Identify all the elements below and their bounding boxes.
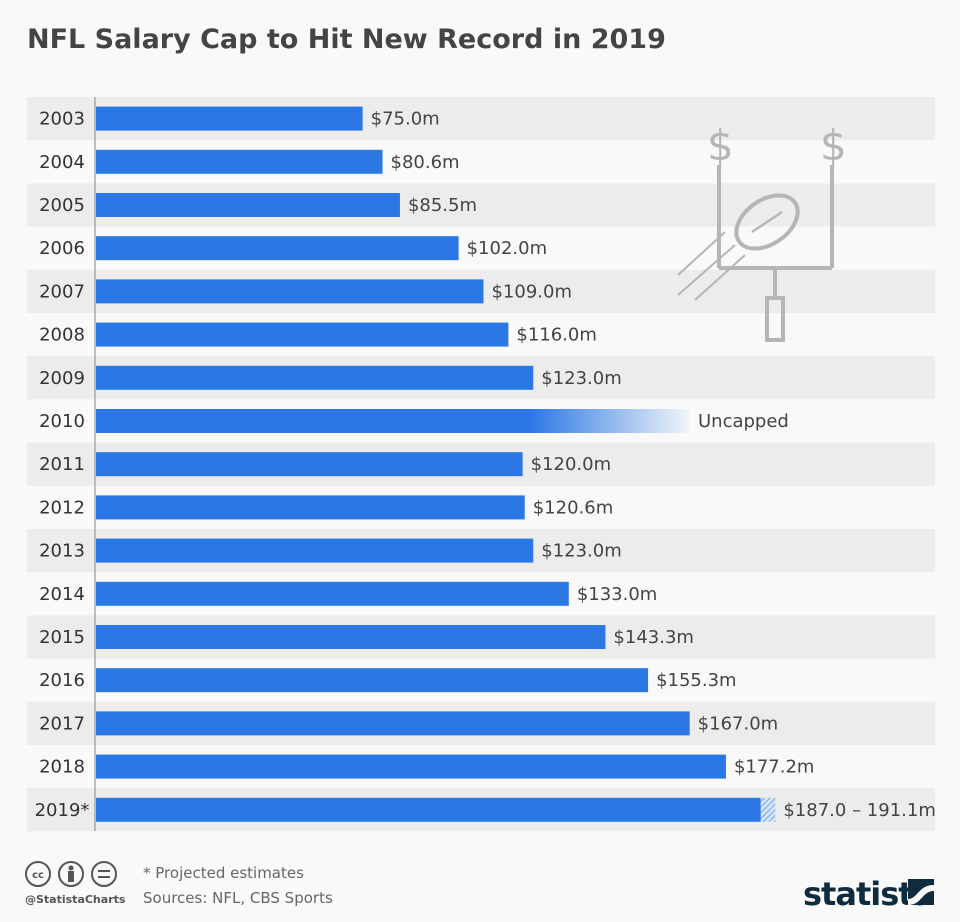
bar (96, 365, 534, 390)
data-label: $133.0m (577, 584, 658, 605)
data-label: $123.0m (541, 541, 622, 562)
category-label: 2006 (39, 238, 85, 259)
bar (96, 538, 534, 563)
svg-text:$: $ (707, 121, 734, 170)
category-label: 2017 (39, 713, 85, 734)
data-label: $116.0m (516, 325, 597, 346)
svg-text:cc: cc (32, 870, 44, 881)
cc-license-icons: cc (25, 861, 117, 887)
data-label: $120.0m (531, 454, 612, 475)
bar (96, 711, 690, 736)
bar (96, 754, 726, 779)
data-label: $177.2m (734, 757, 815, 778)
data-label: $75.0m (371, 109, 440, 130)
bar (96, 149, 383, 174)
category-label: 2015 (39, 627, 85, 648)
football-goalpost-icon: $ $ (677, 121, 847, 342)
data-label: Uncapped (698, 411, 789, 432)
bar (96, 581, 569, 606)
social-handle: @StatistaCharts (25, 893, 126, 906)
attribution-icon (58, 861, 84, 887)
range-bar (760, 797, 776, 822)
creative-commons-icon (25, 861, 51, 887)
no-derivatives-icon (91, 861, 117, 887)
category-label: 2019* (35, 800, 90, 821)
data-label: $102.0m (467, 238, 548, 259)
data-label: $143.3m (613, 627, 694, 648)
data-label: $167.0m (698, 713, 779, 734)
category-label: 2012 (39, 497, 85, 518)
category-label: 2003 (39, 109, 85, 130)
data-label: $85.5m (408, 195, 477, 216)
source-link[interactable]: Sources: NFL, CBS Sports (143, 889, 333, 907)
bar (96, 409, 690, 433)
bar (96, 668, 649, 693)
bar (96, 106, 363, 131)
bar (96, 193, 400, 217)
category-label: 2013 (39, 541, 85, 562)
category-label: 2004 (39, 152, 85, 173)
bar (96, 452, 523, 477)
bar (96, 625, 606, 649)
data-label: $120.6m (533, 497, 614, 518)
data-label: $80.6m (391, 152, 460, 173)
category-label: 2018 (39, 757, 85, 778)
data-label: $109.0m (491, 281, 572, 302)
data-label: $187.0 – 191.1m (783, 800, 936, 821)
data-label: $123.0m (541, 368, 622, 389)
data-label: $155.3m (656, 670, 737, 691)
category-label: 2010 (39, 411, 85, 432)
footnote: * Projected estimates (143, 864, 304, 882)
category-label: 2014 (39, 584, 85, 605)
svg-text:$: $ (820, 121, 847, 170)
chart-title: NFL Salary Cap to Hit New Record in 2019 (27, 24, 666, 55)
bar-chart: 2003 $75.0m 2004 $80.6m 2005 $85.5m 2006 $102.0… (27, 97, 936, 832)
bar (96, 236, 459, 261)
category-label: 2016 (39, 670, 85, 691)
category-label: 2005 (39, 195, 85, 216)
bar (96, 322, 509, 347)
category-label: 2009 (39, 368, 85, 389)
bar (96, 797, 761, 822)
bar (96, 495, 525, 520)
category-label: 2008 (39, 325, 85, 346)
bar (96, 279, 484, 304)
category-label: 2007 (39, 281, 85, 302)
category-label: 2011 (39, 454, 85, 475)
statista-logo-icon (908, 879, 934, 905)
